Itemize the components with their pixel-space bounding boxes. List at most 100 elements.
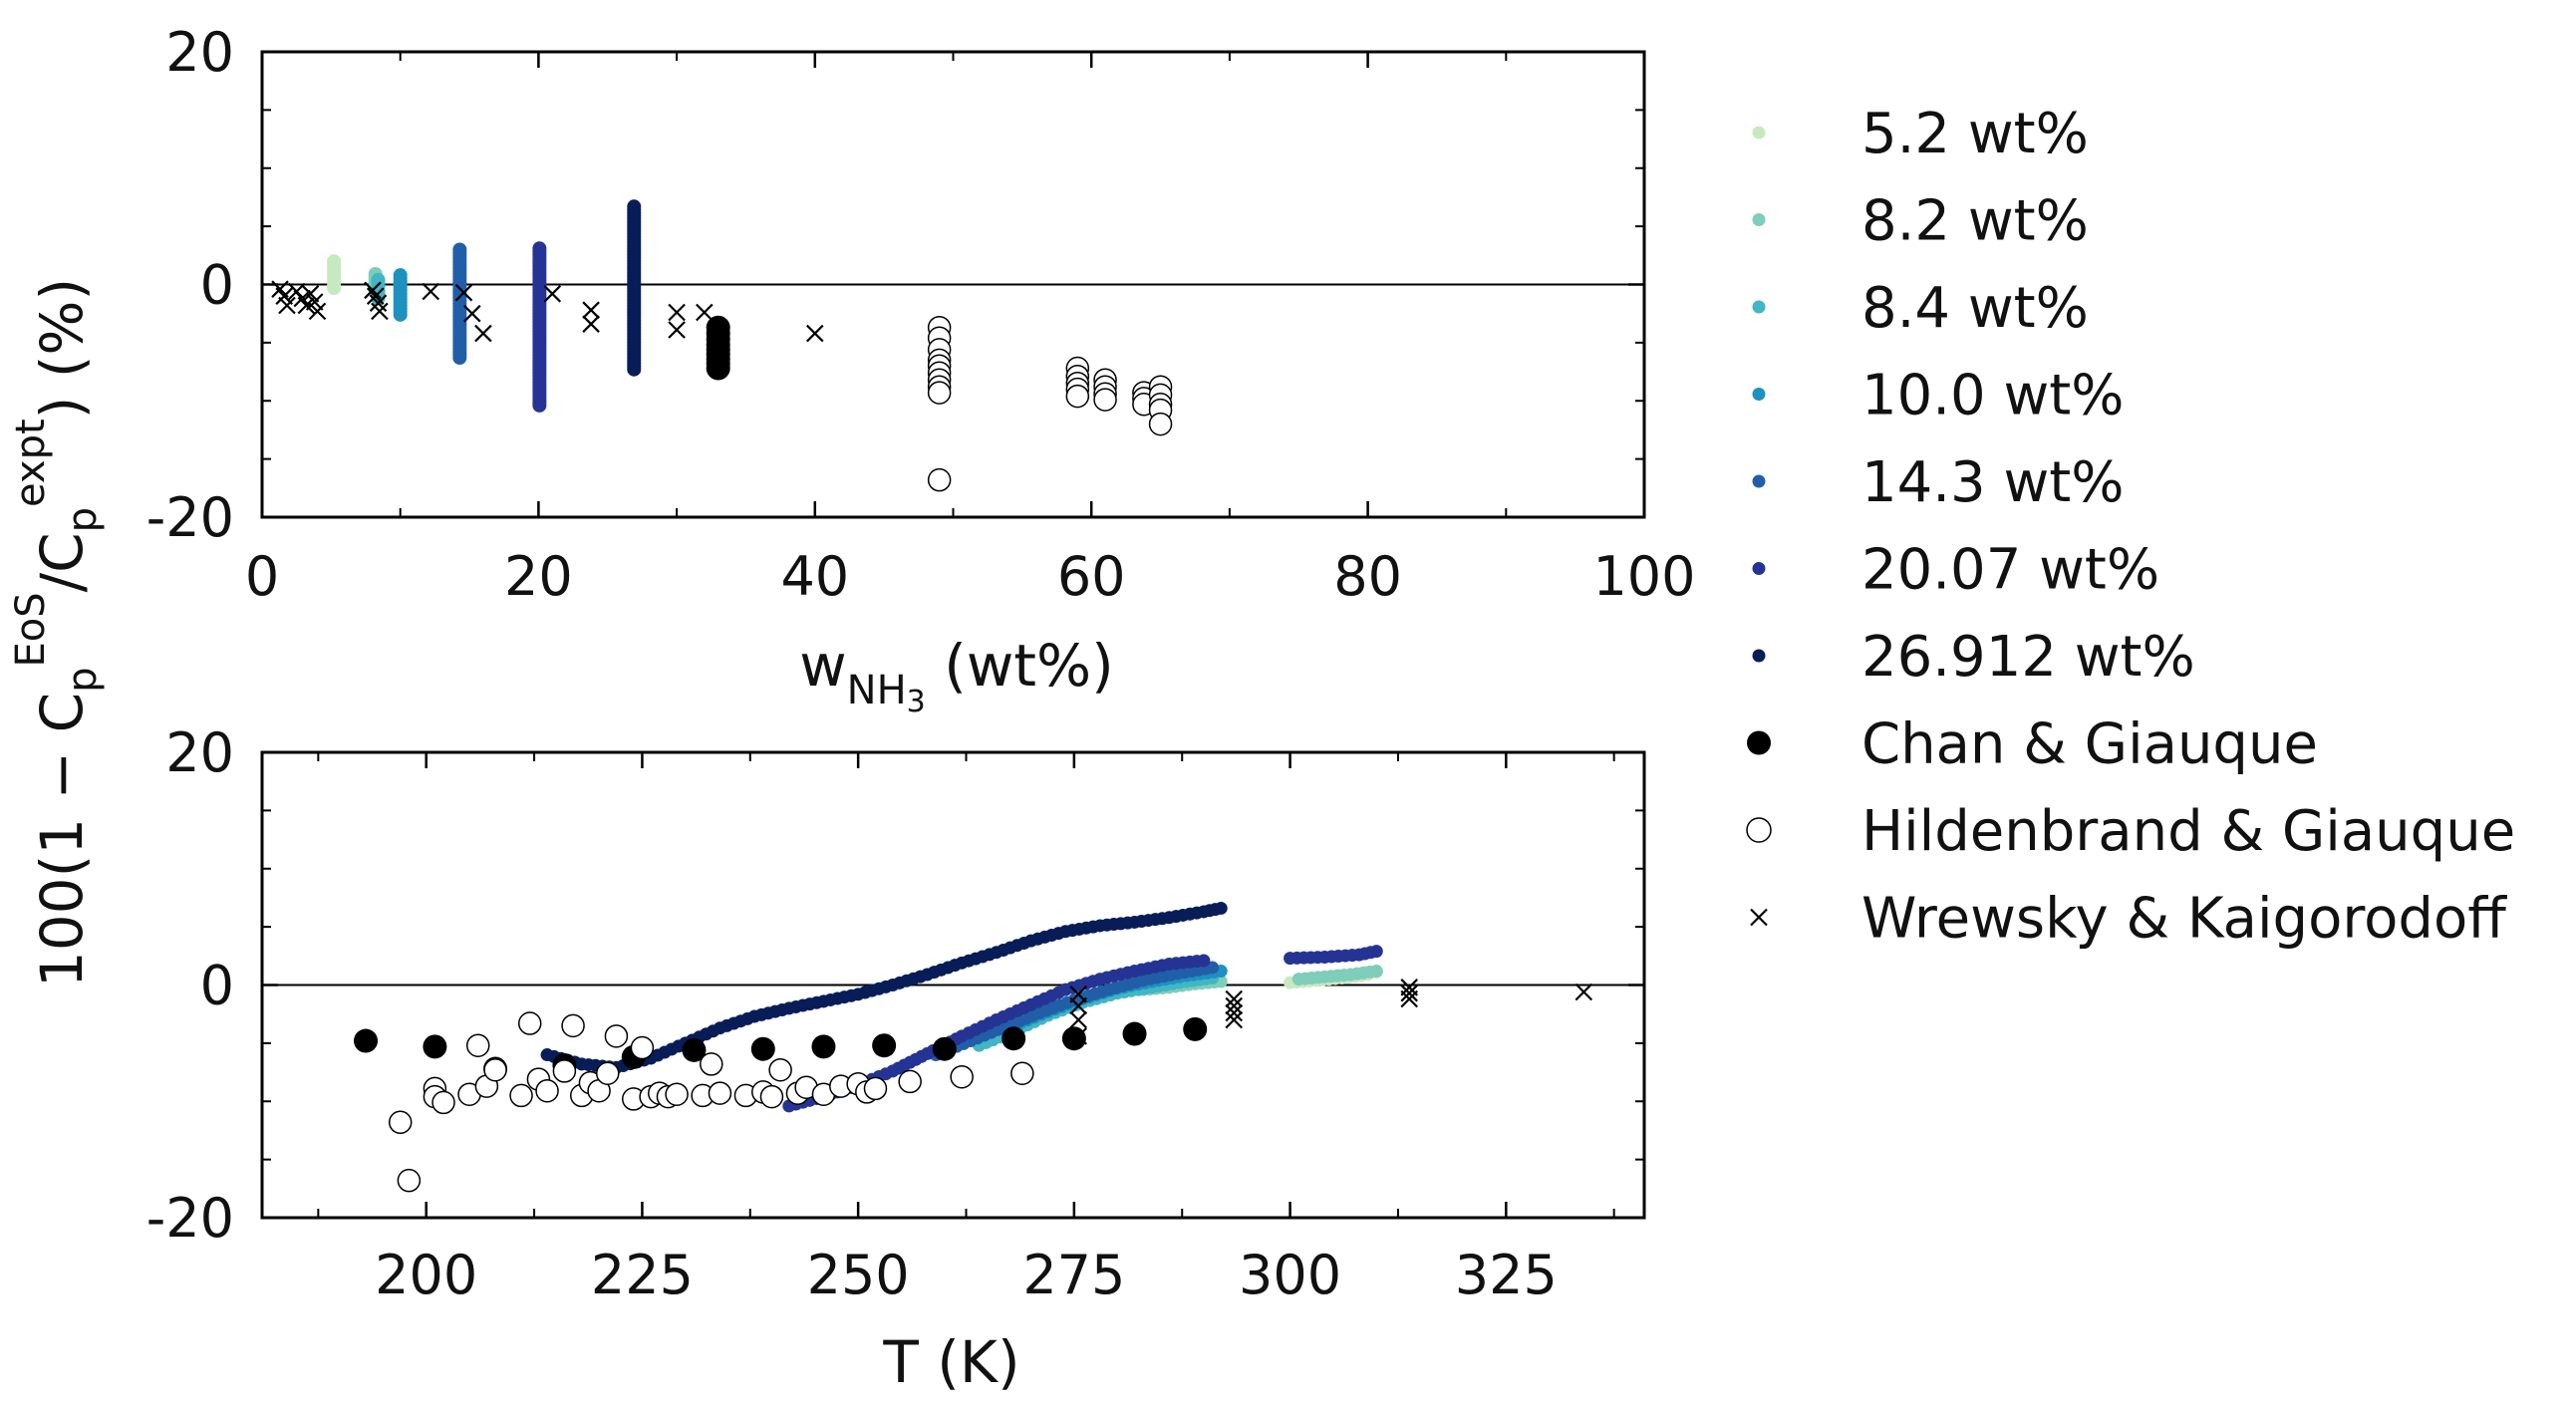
comp-x-tick-label-2: 40 [780, 545, 849, 608]
legend-label: 8.2 wt% [1861, 189, 2089, 254]
temp-series-20-07-wt-point-62 [1197, 954, 1211, 968]
comp-series-hildenbrand-giauque [927, 315, 1173, 492]
comp-series-wrewsky-kaigorodoff-point-18 [582, 301, 600, 319]
comp-series-chan-giauque [706, 315, 730, 381]
legend-item-26-912-wt: 26.912 wt% [1752, 625, 2195, 690]
comp-series-hildenbrand-giauque-point-14 [1065, 384, 1090, 409]
legend-marker [1746, 817, 1772, 843]
temp-series-hildenbrand-giauque-point-28 [708, 1081, 732, 1105]
temp-series-hildenbrand-giauque-point-42 [1010, 1061, 1034, 1085]
legend-marker [1750, 908, 1768, 927]
comp-series-26-912-wt-point-54 [627, 362, 642, 377]
comp-x-tick-label-1: 20 [504, 545, 573, 608]
legend-item-10-0-wt: 10.0 wt% [1752, 364, 2124, 428]
comp-series-wrewsky-kaigorodoff-point-9 [364, 281, 382, 300]
temp-x-tick-label-5: 325 [1455, 1244, 1558, 1306]
temp-series-14-3-wt-point-40 [1206, 961, 1220, 975]
temperature-x-axis-title: T (K) [882, 1328, 1019, 1396]
temp-series-wrewsky-kaigorodoff-point-11 [1574, 983, 1593, 1001]
temp-series-chan-giauque-point-13 [1183, 1016, 1208, 1041]
temp-series-hildenbrand-giauque-point-21 [630, 1035, 655, 1060]
temp-series-wrewsky-kaigorodoff-point-3 [1069, 1027, 1087, 1045]
temp-series-hildenbrand-giauque-point-31 [759, 1084, 784, 1109]
temp-series-hildenbrand-giauque-point-6 [465, 1033, 490, 1057]
temp-series-hildenbrand-giauque-point-39 [863, 1076, 888, 1101]
comp-series-wrewsky-kaigorodoff-point-14 [454, 283, 473, 302]
comp-x-tick-label-3: 60 [1057, 545, 1126, 608]
temp-series-hildenbrand-giauque-point-1 [397, 1168, 422, 1193]
temp-series-chan-giauque-point-0 [354, 1028, 379, 1053]
legend-item-20-07-wt: 20.07 wt% [1752, 538, 2159, 603]
temp-series-hildenbrand-giauque-point-27 [700, 1052, 723, 1076]
legend-label: 20.07 wt% [1861, 538, 2159, 603]
legend-label: 8.4 wt% [1861, 276, 2089, 341]
temp-series-8-2-wt-point-25 [1369, 964, 1383, 978]
temp-series-hildenbrand-giauque-point-13 [552, 1059, 577, 1083]
comp-series-hildenbrand-giauque-point-8 [927, 381, 952, 405]
legend-item-5-2-wt: 5.2 wt% [1752, 102, 2089, 166]
temp-series-chan-giauque-point-8 [872, 1033, 897, 1058]
temp-series-hildenbrand-giauque-point-32 [768, 1057, 792, 1082]
comp-series-wrewsky-kaigorodoff-point-12 [371, 302, 389, 321]
temp-x-tick-label-1: 225 [591, 1244, 694, 1306]
comp-series-wrewsky-kaigorodoff [271, 280, 824, 343]
temp-series-chan-giauque-point-9 [932, 1036, 957, 1061]
temp-series-26-912-wt-point-98 [1214, 901, 1228, 915]
comp-series-10-0-wt [393, 268, 408, 322]
temp-series-hildenbrand-giauque-point-40 [898, 1069, 922, 1094]
comp-series-wrewsky-kaigorodoff-point-21 [668, 321, 686, 339]
legend-marker [1747, 730, 1771, 755]
temp-series-chan-giauque-point-6 [750, 1036, 775, 1061]
comp-series-26-912-wt [627, 199, 642, 377]
temp-series-chan-giauque-point-5 [682, 1037, 707, 1062]
legend-item-8-2-wt: 8.2 wt% [1752, 189, 2089, 254]
temp-series-hildenbrand-giauque-point-12 [535, 1078, 559, 1103]
temp-series-hildenbrand-giauque-point-8 [483, 1057, 507, 1082]
temp-series-wrewsky-kaigorodoff-point-9 [1400, 984, 1418, 1002]
comp-y-tick-label-2: -20 [146, 486, 234, 549]
temp-series-chan-giauque-point-10 [1002, 1026, 1026, 1051]
comp-series-wrewsky-kaigorodoff-point-15 [463, 304, 481, 323]
temp-series-hildenbrand-giauque-point-10 [517, 1011, 542, 1035]
temp-series-chan-giauque-point-12 [1122, 1021, 1147, 1046]
legend: 5.2 wt% 8.2 wt% 8.4 wt% 10.0 wt% 14.3 wt% 20.… [1746, 102, 2515, 952]
shared-y-axis-title: 100(1 − CpEoS/Cpexpt) (%) [8, 278, 106, 987]
legend-label: 14.3 wt% [1861, 450, 2124, 515]
legend-item-chan-giauque: Chan & Giauque [1747, 712, 2318, 777]
temp-series-hildenbrand-giauque [388, 1011, 1034, 1193]
temp-series-hildenbrand-giauque-point-25 [665, 1082, 689, 1106]
comp-series-wrewsky-kaigorodoff-point-8 [308, 302, 327, 321]
temp-series-hildenbrand-giauque-point-18 [596, 1061, 620, 1085]
legend-marker [1752, 213, 1766, 226]
comp-series-10-0-wt-point-13 [393, 307, 408, 322]
temp-series-26-912-wt [540, 901, 1228, 1074]
legend-label: 10.0 wt% [1861, 364, 2124, 428]
temp-y-tick-label-2: -20 [146, 1187, 234, 1250]
comp-series-wrewsky-kaigorodoff-point-2 [278, 296, 296, 315]
temp-x-tick-label-2: 250 [807, 1244, 910, 1306]
comp-x-tick-label-5: 100 [1592, 545, 1695, 608]
temp-series-hildenbrand-giauque-point-9 [509, 1083, 533, 1108]
temp-series-wrewsky-kaigorodoff-point-4 [1225, 989, 1244, 1008]
comp-series-chan-giauque-point-8 [706, 356, 730, 381]
temp-series-chan-giauque-point-7 [811, 1034, 836, 1059]
comp-series-wrewsky-kaigorodoff-point-6 [301, 285, 320, 303]
legend-marker [1752, 649, 1766, 663]
legend-item-8-4-wt: 8.4 wt% [1752, 276, 2089, 341]
temp-x-tick-label-0: 200 [375, 1244, 477, 1306]
comp-series-hildenbrand-giauque-point-18 [1093, 388, 1117, 412]
comp-series-wrewsky-kaigorodoff-point-20 [668, 303, 686, 322]
comp-series-wrewsky-kaigorodoff-point-23 [806, 324, 824, 343]
temp-series-wrewsky-kaigorodoff-point-10 [1400, 989, 1418, 1008]
temp-series-hildenbrand-giauque-point-4 [431, 1090, 455, 1115]
temp-x-tick-label-4: 300 [1239, 1244, 1341, 1306]
temp-series-chan-giauque [354, 1016, 1208, 1081]
comp-series-hildenbrand-giauque-point-26 [1148, 412, 1173, 436]
legend-item-14-3-wt: 14.3 wt% [1752, 450, 2124, 515]
temp-series-wrewsky-kaigorodoff-point-7 [1225, 1010, 1244, 1029]
legend-item-hildenbrand-giauque: Hildenbrand & Giauque [1746, 799, 2515, 864]
